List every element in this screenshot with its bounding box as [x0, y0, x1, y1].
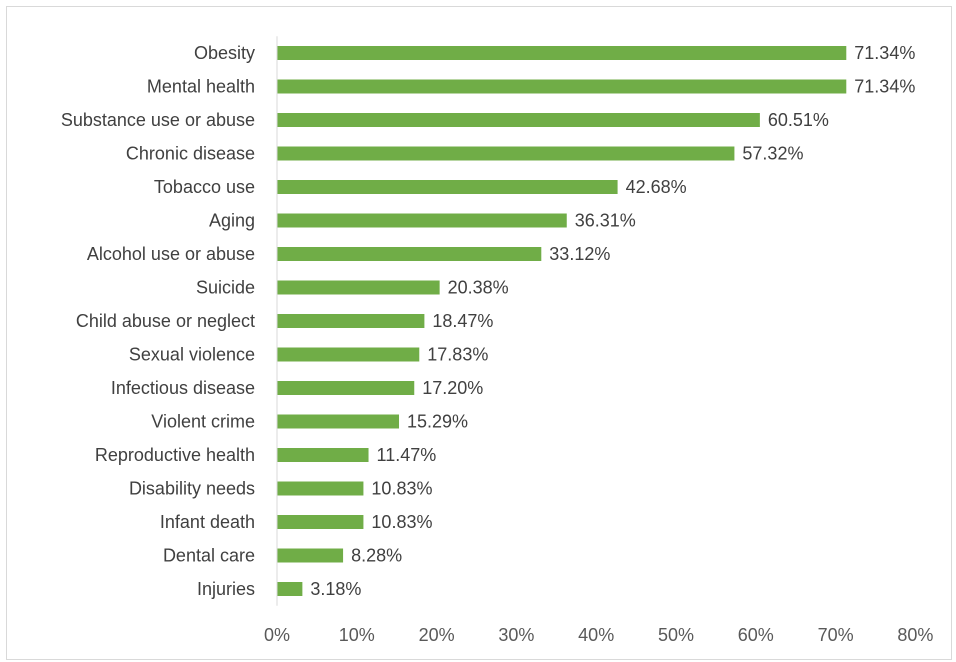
category-label-sexual-violence: Sexual violence [129, 345, 255, 365]
value-label-dental-care: 8.28% [351, 546, 402, 566]
value-label-sexual-violence: 17.83% [427, 345, 488, 365]
category-labels: Obesity Mental health Substance use or abu… [61, 43, 255, 599]
bar-obesity [277, 46, 847, 60]
bar-sexual-violence [277, 347, 420, 362]
x-tick-label-30: 30% [498, 625, 534, 645]
category-label-infant-death: Infant death [160, 512, 255, 532]
value-label-mental-health: 71.34% [854, 77, 915, 97]
value-labels: 71.34% 71.34% 60.51% 57.32% 42.68% 36.31% 33.1… [310, 43, 915, 599]
bar-injuries [277, 582, 303, 596]
value-label-substance-use-or-abuse: 60.51% [768, 110, 829, 130]
x-tick-label-40: 40% [578, 625, 614, 645]
category-label-chronic-disease: Chronic disease [126, 144, 255, 164]
value-label-alcohol-use-or-abuse: 33.12% [549, 244, 610, 264]
bar-disability-needs [277, 481, 364, 496]
value-label-infant-death: 10.83% [371, 512, 432, 532]
bar-infant-death [277, 515, 364, 529]
chart-frame: Obesity Mental health Substance use or abu… [6, 6, 952, 660]
bar-chronic-disease [277, 146, 735, 161]
bar-suicide [277, 280, 440, 295]
x-tick-label-0: 0% [264, 625, 290, 645]
value-label-tobacco-use: 42.68% [626, 177, 687, 197]
x-tick-label-10: 10% [339, 625, 375, 645]
bar-reproductive-health [277, 448, 369, 462]
category-label-alcohol-use-or-abuse: Alcohol use or abuse [87, 244, 255, 264]
bar-violent-crime [277, 414, 400, 429]
bar-aging [277, 213, 567, 228]
x-tick-label-70: 70% [818, 625, 854, 645]
x-tick-label-60: 60% [738, 625, 774, 645]
value-label-reproductive-health: 11.47% [377, 445, 437, 465]
x-tick-label-50: 50% [658, 625, 694, 645]
category-label-substance-use-or-abuse: Substance use or abuse [61, 110, 255, 130]
category-label-dental-care: Dental care [163, 546, 255, 566]
bar-dental-care [277, 548, 344, 563]
bar-substance-use-or-abuse [277, 113, 760, 127]
x-tick-label-20: 20% [419, 625, 455, 645]
category-label-tobacco-use: Tobacco use [154, 177, 255, 197]
value-label-violent-crime: 15.29% [407, 412, 468, 432]
value-label-infectious-disease: 17.20% [422, 378, 483, 398]
category-label-disability-needs: Disability needs [129, 479, 255, 499]
category-label-suicide: Suicide [196, 278, 255, 298]
bar-tobacco-use [277, 180, 618, 194]
category-label-reproductive-health: Reproductive health [95, 445, 255, 465]
bars-group [277, 46, 847, 596]
value-label-suicide: 20.38% [448, 278, 509, 298]
bar-infectious-disease [277, 381, 415, 395]
value-label-child-abuse-or-neglect: 18.47% [432, 311, 493, 331]
x-tick-label-80: 80% [897, 625, 933, 645]
category-label-child-abuse-or-neglect: Child abuse or neglect [76, 311, 255, 331]
category-label-infectious-disease: Infectious disease [111, 378, 255, 398]
bar-chart: Obesity Mental health Substance use or abu… [61, 36, 933, 645]
value-label-disability-needs: 10.83% [371, 479, 432, 499]
value-label-obesity: 71.34% [854, 43, 915, 63]
value-label-injuries: 3.18% [310, 579, 361, 599]
value-label-chronic-disease: 57.32% [742, 144, 803, 164]
bar-child-abuse-or-neglect [277, 314, 425, 328]
category-label-violent-crime: Violent crime [151, 412, 255, 432]
category-label-obesity: Obesity [194, 43, 255, 63]
x-tick-labels: 0% 10% 20% 30% 40% 50% 60% 70% 80% [264, 625, 933, 645]
category-label-aging: Aging [209, 211, 255, 231]
bar-mental-health [277, 79, 847, 94]
value-label-aging: 36.31% [575, 211, 636, 231]
category-label-mental-health: Mental health [147, 77, 255, 97]
category-label-injuries: Injuries [197, 579, 255, 599]
bar-alcohol-use-or-abuse [277, 247, 542, 261]
